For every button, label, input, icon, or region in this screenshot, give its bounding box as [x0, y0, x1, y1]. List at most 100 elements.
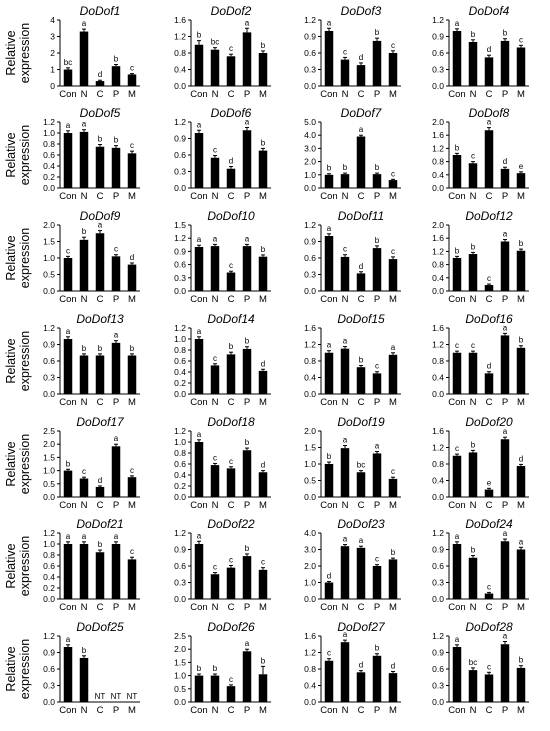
- bar-P: [111, 66, 121, 86]
- y-tick-label: 0.6: [174, 260, 186, 270]
- y-tick-label: 1.0: [43, 128, 55, 138]
- bar-C: [484, 285, 494, 291]
- bar-M: [388, 354, 398, 394]
- y-tick-label: 0.4: [304, 681, 316, 691]
- x-tick-label: N: [212, 705, 219, 716]
- panel-title: DoDof17: [76, 415, 125, 429]
- y-tick-label: 0.6: [43, 356, 55, 366]
- panel-DoDof21: DoDof21 0.00.20.40.60.81.01.2 a Con a Nb Ca Pc M: [43, 517, 140, 613]
- ylabel-line1: Relative: [4, 338, 18, 383]
- significance-label: b: [261, 138, 266, 147]
- bar-P: [111, 342, 121, 394]
- significance-label: d: [229, 157, 233, 166]
- x-tick-label: N: [470, 705, 477, 716]
- significance-label: c: [229, 675, 233, 684]
- bar-N: [340, 546, 350, 599]
- x-tick-label: Con: [320, 602, 337, 613]
- significance-label: c: [66, 246, 70, 255]
- bar-N: [210, 675, 220, 702]
- x-tick-label: N: [342, 397, 349, 408]
- bar-P: [500, 168, 510, 188]
- panel-DoDof5: DoDof5 0.00.20.40.60.81.01.2 a Con a Nb Cb Pc M: [43, 106, 140, 202]
- significance-label: c: [213, 453, 217, 462]
- bar-C: [95, 552, 105, 599]
- significance-label: b: [261, 656, 266, 665]
- x-tick-label: M: [259, 705, 267, 716]
- bar-P: [500, 40, 510, 86]
- significance-label: b: [375, 28, 380, 37]
- x-tick-label: P: [502, 191, 508, 202]
- significance-label: a: [66, 635, 71, 644]
- x-tick-label: Con: [190, 602, 207, 613]
- y-tick-label: 0.4: [43, 572, 55, 582]
- x-tick-label: M: [128, 397, 136, 408]
- x-tick-label: C: [97, 705, 104, 716]
- x-tick-label: N: [212, 294, 219, 305]
- y-tick-label: 1.2: [432, 443, 444, 453]
- significance-label: b: [261, 245, 266, 254]
- significance-label: a: [343, 535, 348, 544]
- significance-label: c: [391, 169, 395, 178]
- significance-label: a: [82, 19, 87, 28]
- x-tick-label: C: [358, 705, 365, 716]
- x-tick-label: Con: [190, 397, 207, 408]
- bar-N: [468, 670, 478, 702]
- y-tick-label: 0.0: [432, 389, 444, 399]
- y-tick-label: 1.6: [432, 426, 444, 436]
- x-tick-label: Con: [320, 191, 337, 202]
- significance-label: b: [245, 337, 250, 346]
- y-tick-label: 0.8: [432, 459, 444, 469]
- bar-C: [95, 233, 105, 291]
- bar-C: [95, 355, 105, 394]
- bar-C: [226, 354, 236, 394]
- panel-title: DoDof24: [465, 517, 513, 531]
- y-tick-label: 0.6: [304, 48, 316, 58]
- x-tick-label: C: [97, 397, 104, 408]
- y-tick-label: 1.6: [432, 130, 444, 140]
- x-tick-label: C: [486, 500, 493, 511]
- x-tick-label: M: [389, 89, 397, 100]
- x-tick-label: P: [244, 397, 250, 408]
- bar-C: [226, 168, 236, 188]
- x-tick-label: Con: [190, 294, 207, 305]
- significance-label: d: [98, 70, 102, 79]
- panel-title: DoDof4: [469, 4, 510, 18]
- y-tick-label: 0: [50, 81, 55, 91]
- significance-label: a: [359, 125, 364, 134]
- bar-Con: [194, 442, 204, 497]
- significance-label: d: [359, 262, 363, 271]
- significance-label: a: [455, 635, 460, 644]
- y-tick-label: 1.2: [432, 631, 444, 641]
- y-tick-label: 0.8: [432, 260, 444, 270]
- significance-label: b: [82, 344, 87, 353]
- y-tick-label: 0.4: [432, 170, 444, 180]
- bar-P: [372, 248, 382, 291]
- y-tick-label: 0.6: [174, 459, 186, 469]
- bar-N: [79, 544, 89, 599]
- y-tick-label: 4.0: [304, 130, 316, 140]
- bar-Con: [63, 470, 73, 497]
- significance-label: c: [213, 563, 217, 572]
- y-tick-label: 2.5: [174, 631, 186, 641]
- x-tick-label: Con: [320, 294, 337, 305]
- x-tick-label: M: [259, 397, 267, 408]
- bar-N: [340, 174, 350, 188]
- significance-label: b: [82, 646, 87, 655]
- x-tick-label: M: [128, 191, 136, 202]
- x-tick-label: P: [244, 602, 250, 613]
- y-tick-label: 0.9: [304, 237, 316, 247]
- y-tick-label: 0.0: [174, 183, 186, 193]
- significance-label: bc: [211, 38, 219, 47]
- significance-label: c: [391, 467, 395, 476]
- x-tick-label: P: [113, 294, 119, 305]
- panel-title: DoDof26: [207, 620, 255, 634]
- x-tick-label: Con: [448, 705, 465, 716]
- x-tick-label: M: [517, 89, 525, 100]
- x-tick-label: N: [470, 89, 477, 100]
- y-tick-label: 0.6: [432, 48, 444, 58]
- bar-Con: [194, 675, 204, 702]
- bar-N: [468, 254, 478, 291]
- y-tick-label: 0.9: [174, 134, 186, 144]
- x-tick-label: C: [486, 705, 493, 716]
- x-tick-label: P: [244, 191, 250, 202]
